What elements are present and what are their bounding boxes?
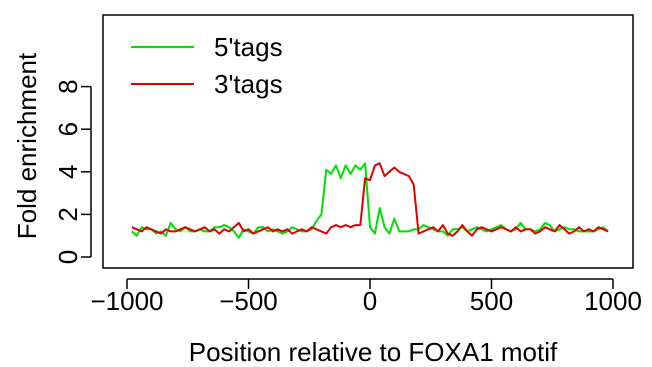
y-tick-label: 6 <box>53 122 83 136</box>
x-tick-label: 500 <box>470 286 513 316</box>
series-lines <box>131 162 609 239</box>
y-tick-label: 2 <box>53 207 83 221</box>
y-tick-label: 0 <box>53 250 83 264</box>
x-axis-label: Position relative to FOXA1 motif <box>189 337 558 367</box>
x-tick-label: 1000 <box>584 286 642 316</box>
y-tick-label: 4 <box>53 165 83 179</box>
y-axis-label: Fold enrichment <box>12 52 42 239</box>
y-tick-label: 8 <box>53 79 83 93</box>
x-tick-label: 0 <box>363 286 377 316</box>
legend: 5'tags 3'tags <box>131 32 283 99</box>
x-tick-label: −500 <box>219 286 278 316</box>
series-line-1 <box>131 162 609 239</box>
legend-label-2: 3'tags <box>214 69 283 99</box>
legend-label-1: 5'tags <box>214 32 283 62</box>
x-tick-label: −1000 <box>90 286 163 316</box>
series-line-2 <box>131 162 609 237</box>
y-axis: 0 2 4 6 8 <box>53 79 92 264</box>
x-axis: −1000 −500 0 500 1000 <box>90 278 642 316</box>
plot-frame <box>102 14 634 269</box>
